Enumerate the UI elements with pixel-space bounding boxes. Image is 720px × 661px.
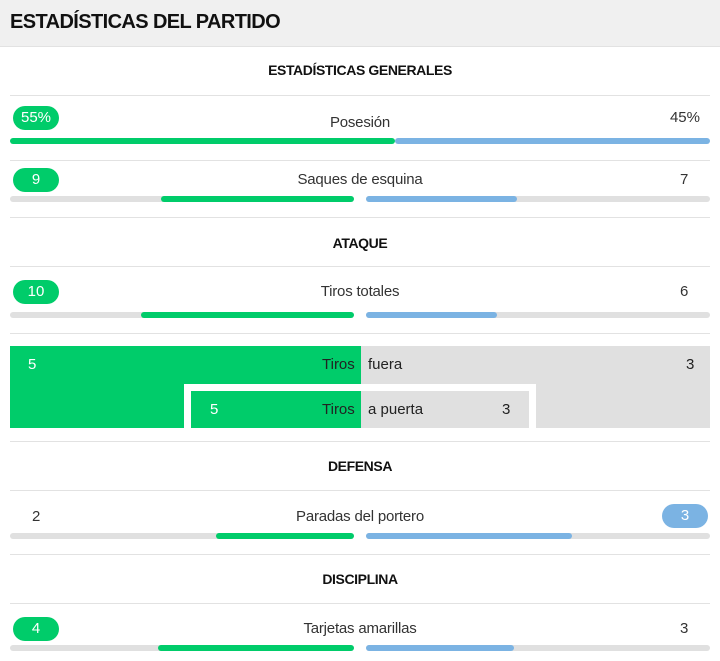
- total-shots-away-bar: [366, 312, 497, 318]
- yellow-cards-home-bar: [158, 645, 354, 651]
- possession-home-badge: 55%: [13, 106, 59, 130]
- yellow-cards-away-track: [366, 645, 710, 651]
- divider: [10, 441, 710, 442]
- on-target-away-area: [361, 391, 529, 428]
- on-target-shots-word: Tiros: [322, 401, 355, 418]
- yellow-cards-home-badge: 4: [13, 617, 59, 641]
- total-shots-away-value: 6: [680, 283, 689, 300]
- possession-home-bar: [10, 138, 395, 144]
- total-shots-away-track: [366, 312, 710, 318]
- off-target-label: fuera: [368, 356, 403, 373]
- section-general-title: ESTADÍSTICAS GENERALES: [268, 62, 452, 78]
- saves-home-track: [10, 533, 354, 539]
- divider: [10, 160, 710, 161]
- total-shots-home-bar: [141, 312, 354, 318]
- off-target-home-value: 5: [28, 356, 37, 373]
- divider: [10, 95, 710, 96]
- saves-away-badge: 3: [662, 504, 708, 528]
- divider: [10, 333, 710, 334]
- divider: [10, 217, 710, 218]
- on-target-home-value: 5: [210, 401, 219, 418]
- corners-away-bar: [366, 196, 517, 202]
- yellow-cards-away-value: 3: [680, 620, 689, 637]
- on-target-label: a puerta: [368, 401, 424, 418]
- section-defense-title: DEFENSA: [327, 458, 393, 474]
- saves-label: Paradas del portero: [296, 508, 424, 525]
- saves-away-bar: [366, 533, 572, 539]
- divider: [10, 603, 710, 604]
- corners-away-value: 7: [680, 171, 689, 188]
- on-target-away-value: 3: [502, 401, 511, 418]
- divider: [10, 490, 710, 491]
- corners-home-badge: 9: [13, 168, 59, 192]
- stats-header: ESTADÍSTICAS DEL PARTIDO: [0, 0, 720, 47]
- corners-away-track: [366, 196, 710, 202]
- possession-label: Posesión: [329, 114, 391, 131]
- total-shots-label: Tiros totales: [320, 283, 400, 300]
- yellow-cards-away-bar: [366, 645, 514, 651]
- yellow-cards-label: Tarjetas amarillas: [303, 620, 417, 637]
- possession-away-bar: [395, 138, 710, 144]
- divider: [10, 266, 710, 267]
- section-discipline-title: DISCIPLINA: [322, 571, 398, 587]
- possession-away-value: 45%: [669, 109, 700, 126]
- off-target-shots-word: Tiros: [322, 356, 355, 373]
- off-target-away-value: 3: [686, 356, 695, 373]
- page-title: ESTADÍSTICAS DEL PARTIDO: [10, 11, 281, 33]
- divider: [10, 554, 710, 555]
- on-target-home-area: [191, 391, 361, 428]
- total-shots-home-badge: 10: [13, 280, 59, 304]
- saves-home-value: 2: [32, 508, 41, 525]
- corners-home-bar: [161, 196, 354, 202]
- corners-label: Saques de esquina: [297, 171, 423, 188]
- saves-home-bar: [216, 533, 354, 539]
- section-attack-title: ATAQUE: [332, 235, 388, 251]
